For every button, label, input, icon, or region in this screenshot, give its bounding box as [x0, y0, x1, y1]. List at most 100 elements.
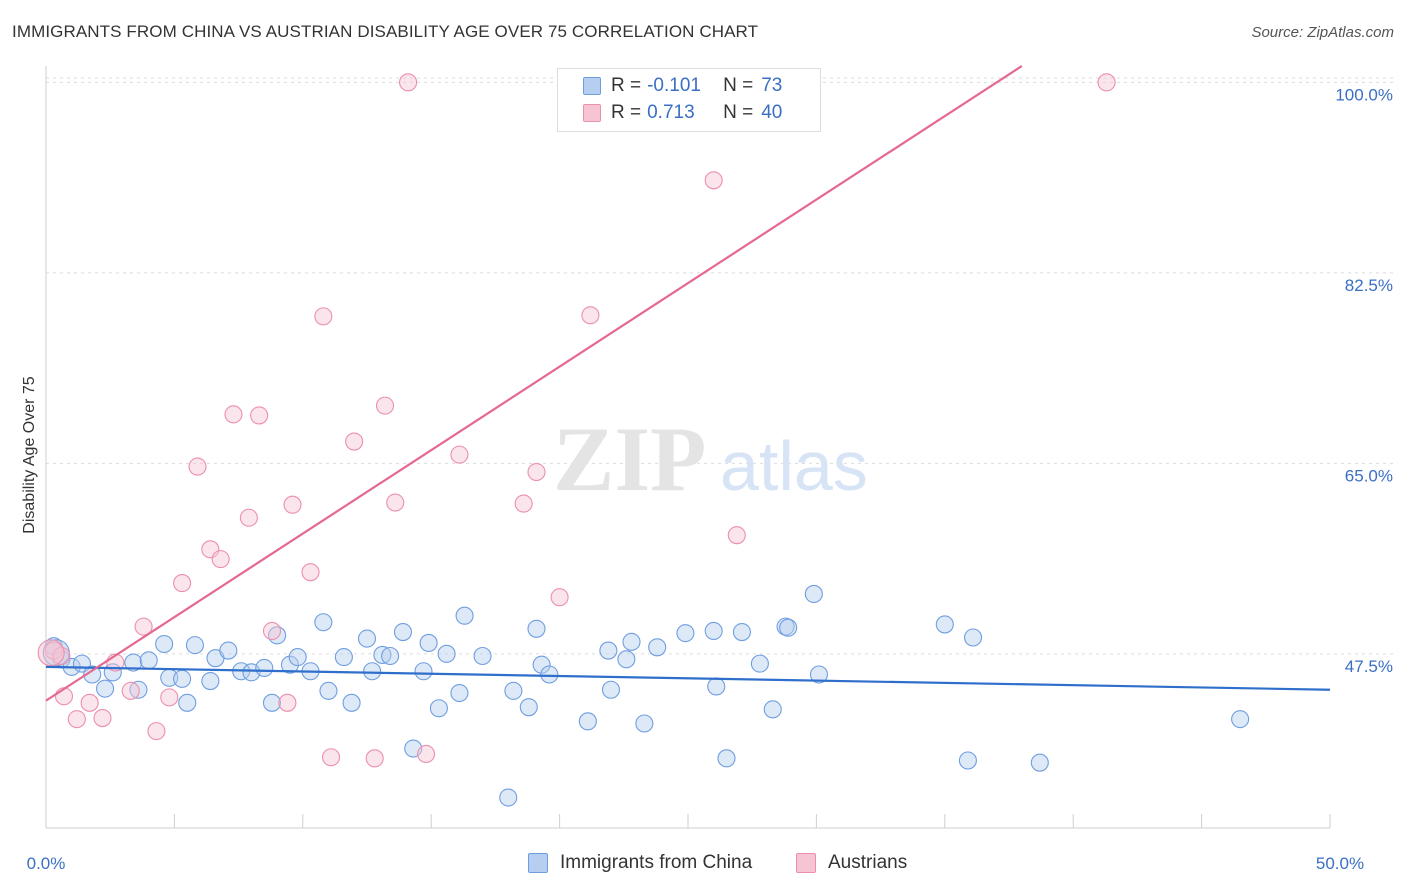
x-tick-label: 50.0%: [1316, 854, 1364, 873]
data-point: [365, 749, 384, 768]
data-point: [357, 629, 377, 648]
data-point: [188, 457, 207, 476]
data-point: [54, 687, 74, 706]
data-point: [239, 508, 258, 527]
y-tick-label: 82.5%: [1345, 276, 1393, 295]
data-point: [414, 662, 433, 681]
data-point: [255, 658, 274, 678]
watermark-atlas: atlas: [720, 427, 868, 505]
data-point: [80, 693, 99, 712]
legend-n-value: 73: [761, 75, 783, 96]
data-point: [314, 307, 333, 326]
data-point: [262, 693, 282, 712]
data-point: [393, 623, 413, 642]
data-point: [121, 681, 140, 700]
legend-r-value: -0.101: [647, 75, 701, 96]
data-point: [617, 650, 636, 669]
data-point: [319, 681, 338, 700]
data-point: [514, 494, 533, 513]
data-point: [83, 665, 102, 684]
data-point: [37, 639, 65, 667]
data-point: [504, 681, 523, 700]
legend-row-austrians: R = 0.713 N = 40: [583, 100, 782, 126]
data-point: [601, 680, 621, 699]
data-point: [704, 171, 723, 190]
data-point: [450, 445, 469, 464]
y-tick-label: 65.0%: [1345, 466, 1393, 485]
gridlines: [46, 77, 1394, 655]
data-point: [779, 618, 798, 637]
data-point: [155, 634, 174, 654]
data-point: [1030, 753, 1049, 772]
data-point: [804, 584, 823, 604]
data-point: [648, 638, 667, 657]
watermark: ZIP atlas: [553, 408, 868, 510]
series-legend: Immigrants from China Austrians: [0, 852, 1406, 878]
data-point: [527, 619, 546, 638]
data-point: [211, 550, 230, 569]
data-point: [375, 396, 395, 415]
data-point: [473, 646, 492, 666]
data-point: [280, 655, 300, 674]
legend-swatch-blue: [583, 77, 601, 95]
data-point: [727, 526, 746, 545]
trend-line: [45, 65, 1023, 702]
data-point: [1097, 73, 1116, 92]
data-point: [429, 699, 448, 718]
x-tick-label: 0.0%: [27, 854, 66, 873]
data-point: [283, 495, 302, 514]
legend-n-label: N =: [723, 102, 754, 123]
data-point: [399, 73, 418, 92]
legend-n-value: 40: [761, 102, 783, 123]
data-point: [550, 588, 569, 607]
data-point: [96, 679, 115, 698]
data-point: [963, 628, 983, 647]
watermark-zip: ZIP: [553, 408, 706, 510]
legend-label-china: Immigrants from China: [560, 852, 753, 873]
data-point: [321, 748, 341, 767]
data-point: [532, 655, 551, 674]
data-point: [450, 683, 469, 703]
data-point: [160, 688, 179, 707]
legend-r-label: R =: [611, 75, 642, 96]
data-point: [417, 744, 436, 764]
data-point: [314, 613, 333, 632]
data-point: [139, 651, 158, 670]
data-point: [1231, 710, 1250, 729]
series-immigrants-from-china: [42, 584, 1250, 807]
data-point: [201, 671, 220, 691]
axes: 47.5% 65.0% 82.5% 100.0% 0.0% 50.0%: [27, 66, 1393, 873]
data-point: [147, 722, 166, 741]
data-point: [342, 693, 361, 712]
data-point: [499, 788, 518, 807]
data-point: [93, 709, 112, 728]
data-point: [935, 615, 954, 634]
data-point: [219, 641, 238, 660]
data-point: [363, 662, 382, 681]
data-point: [419, 633, 438, 652]
data-point: [129, 680, 148, 699]
data-point: [635, 714, 654, 733]
data-point: [386, 493, 405, 512]
data-point: [250, 406, 269, 425]
legend-swatch-pink: [796, 853, 816, 873]
data-point: [437, 644, 456, 663]
chart-source: Source: ZipAtlas.com: [1251, 24, 1394, 41]
data-point: [578, 712, 597, 731]
data-point: [124, 653, 143, 672]
legend-item-china[interactable]: Immigrants from China: [528, 852, 752, 874]
legend-label-austrians: Austrians: [828, 852, 908, 873]
data-point: [381, 646, 400, 666]
data-point: [622, 632, 641, 651]
data-point: [732, 623, 751, 642]
data-point: [455, 606, 474, 625]
data-point: [288, 648, 307, 667]
data-point: [599, 641, 618, 660]
legend-item-austrians[interactable]: Austrians: [796, 852, 907, 874]
data-point: [958, 751, 977, 770]
data-point: [67, 710, 86, 729]
data-point: [373, 645, 392, 664]
data-point: [173, 574, 192, 593]
trend-lines: [45, 65, 1331, 702]
